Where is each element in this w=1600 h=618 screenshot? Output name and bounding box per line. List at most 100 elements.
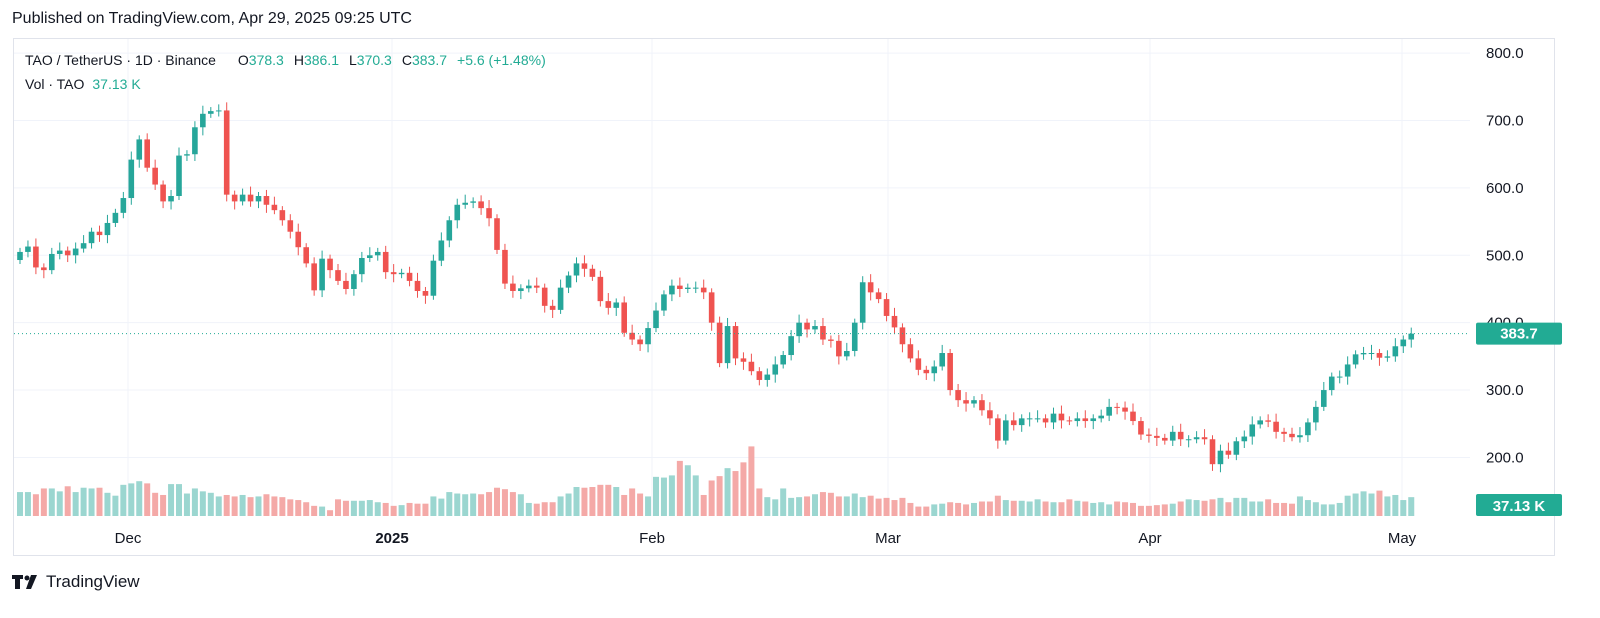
- candle-body: [764, 374, 771, 380]
- volume-bar: [176, 484, 182, 516]
- volume-bar: [231, 496, 238, 516]
- volume-bar: [1161, 504, 1168, 516]
- candle-body: [1209, 439, 1216, 465]
- volume-bar: [48, 488, 55, 516]
- candle-body: [708, 292, 715, 323]
- candle-body: [1026, 418, 1033, 420]
- volume-bar: [1241, 497, 1248, 516]
- candle-body: [939, 353, 945, 367]
- volume-bar: [573, 487, 580, 516]
- candle-body: [716, 322, 723, 364]
- price-tick-label: 600.0: [1486, 180, 1524, 197]
- volume-bar: [64, 486, 71, 516]
- last-volume-label: 37.13 K: [1493, 498, 1546, 515]
- volume-bar: [676, 460, 683, 516]
- open-key: O: [237, 52, 249, 68]
- candle-body: [732, 326, 739, 359]
- volume-bar: [104, 492, 111, 516]
- candle-body: [597, 276, 604, 302]
- candle-body: [700, 287, 707, 293]
- candle-body: [176, 155, 182, 197]
- candle-body: [287, 220, 294, 232]
- volume-bar: [1320, 504, 1327, 516]
- volume-bar: [589, 487, 596, 516]
- volume-bar: [1122, 502, 1129, 516]
- chart-frame[interactable]: [13, 38, 1555, 556]
- candle-body: [1122, 407, 1128, 412]
- volume-bar: [1201, 500, 1208, 516]
- candle-body: [382, 251, 389, 273]
- volume-bar: [1257, 501, 1264, 516]
- volume-bar: [414, 503, 421, 516]
- volume-bar: [939, 503, 946, 516]
- volume-bar: [1145, 505, 1152, 516]
- volume-bar: [597, 484, 604, 516]
- volume-bar: [1225, 502, 1232, 516]
- candle-body: [1018, 418, 1025, 426]
- candle-body: [653, 310, 659, 329]
- candle-body: [295, 231, 302, 248]
- candle-body: [64, 250, 71, 256]
- candle-body: [128, 159, 135, 199]
- volume-bar: [1328, 504, 1335, 516]
- volume-bar: [541, 502, 548, 516]
- volume-bar: [549, 502, 556, 516]
- candle-body: [589, 268, 596, 277]
- volume-bar: [978, 501, 985, 516]
- volume-bar: [915, 506, 922, 516]
- candle-body: [33, 246, 39, 268]
- candle-body: [231, 194, 238, 202]
- volume-bar: [1042, 501, 1049, 516]
- volume-bar: [557, 496, 564, 516]
- volume-bar: [295, 500, 302, 516]
- candle-body: [1289, 433, 1295, 438]
- brand-name: TradingView: [46, 572, 140, 591]
- grid-lines: [14, 39, 1470, 516]
- last-price-label: 383.7: [1500, 326, 1538, 343]
- volume-bar: [446, 492, 453, 516]
- candle-body: [239, 194, 246, 202]
- volume-bar: [653, 476, 659, 516]
- candle-body: [867, 282, 874, 293]
- volume-bar: [605, 484, 612, 516]
- volume-bar: [1304, 500, 1311, 516]
- candle-body: [1313, 406, 1319, 423]
- volume-bar: [183, 493, 190, 516]
- volume-bar: [1352, 493, 1359, 516]
- volume-bar: [1296, 496, 1303, 516]
- volume-bar: [509, 492, 516, 516]
- price-tick-label: 700.0: [1486, 113, 1524, 130]
- volume-bar: [470, 493, 477, 516]
- volume-bar: [390, 505, 397, 516]
- volume-bar: [756, 488, 763, 516]
- high-key: H: [293, 52, 304, 68]
- symbol-label[interactable]: TAO / TetherUS · 1D · Binance: [25, 52, 216, 68]
- volume-bar: [637, 493, 644, 516]
- candle-body: [1090, 418, 1097, 422]
- volume-bar: [327, 510, 334, 516]
- candle-body: [804, 322, 810, 330]
- candle-body: [398, 272, 405, 275]
- candle-body: [327, 258, 333, 271]
- volume-bar: [168, 484, 175, 516]
- brand[interactable]: TradingView: [12, 572, 140, 592]
- volume-bar: [1153, 505, 1160, 516]
- candle-body: [1352, 354, 1359, 365]
- volume-label[interactable]: Vol · TAO: [25, 76, 85, 92]
- volume-bar: [804, 496, 811, 516]
- ohlc-legend: TAO / TetherUS · 1D · Binance O378.3 H386.…: [25, 52, 546, 68]
- candle-body: [271, 204, 278, 211]
- close-value: 383.7: [411, 52, 448, 68]
- candle-body: [1392, 346, 1399, 357]
- candle-body: [518, 288, 524, 292]
- volume-bar: [1408, 497, 1415, 516]
- candle-body: [41, 267, 47, 271]
- price-candles: [17, 102, 1415, 473]
- volume-bar: [398, 505, 405, 516]
- volume-bar: [1217, 497, 1224, 516]
- volume-bar: [1185, 499, 1192, 516]
- volume-bar: [1034, 499, 1041, 516]
- volume-bar: [851, 493, 858, 516]
